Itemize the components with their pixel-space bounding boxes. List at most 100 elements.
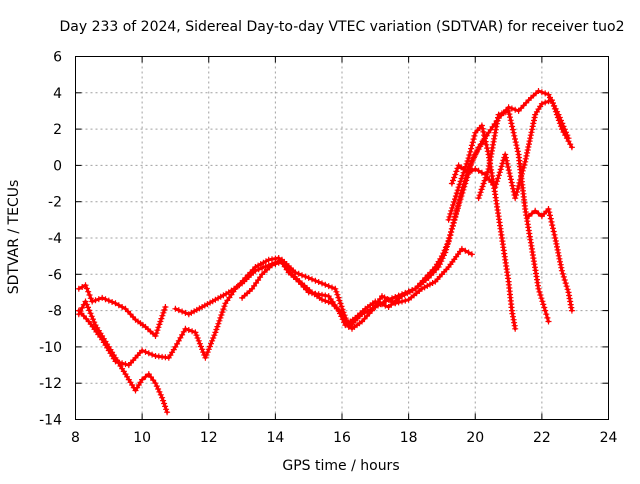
y-tick-label: 4 <box>53 86 62 102</box>
data-point <box>453 208 460 215</box>
data-point <box>568 307 575 314</box>
data-point <box>462 247 469 254</box>
y-tick-label: -4 <box>48 231 62 247</box>
data-point <box>466 152 473 158</box>
data-point <box>566 295 573 302</box>
data-point <box>494 178 501 185</box>
data-point <box>480 180 487 187</box>
data-point <box>392 300 399 307</box>
data-point <box>538 100 545 107</box>
data-point <box>547 215 554 222</box>
data-point <box>468 251 475 258</box>
data-point <box>467 148 474 155</box>
data-point <box>554 114 561 121</box>
data-point <box>540 301 547 308</box>
data-point <box>439 255 446 262</box>
x-tick-label: 10 <box>133 430 151 446</box>
data-point <box>553 111 560 118</box>
data-point <box>559 270 566 277</box>
data-point <box>209 337 216 344</box>
data-point <box>255 266 262 273</box>
data-point <box>472 166 479 172</box>
data-point <box>157 318 164 325</box>
data-point <box>153 383 160 390</box>
data-point <box>463 177 470 184</box>
data-point <box>456 199 463 206</box>
data-point <box>464 174 471 181</box>
data-point <box>210 335 217 341</box>
data-point <box>541 304 548 311</box>
data-point <box>262 263 269 270</box>
data-point <box>465 249 472 256</box>
series-layer <box>75 88 575 416</box>
data-point <box>174 340 181 347</box>
data-point <box>208 340 214 347</box>
data-point <box>452 171 459 178</box>
data-point <box>481 177 488 184</box>
x-tick-label: 12 <box>200 430 218 446</box>
data-point <box>513 142 520 149</box>
data-point <box>505 164 512 170</box>
data-point <box>109 299 116 305</box>
data-point <box>556 120 563 127</box>
data-point <box>472 150 479 157</box>
data-point <box>272 261 279 267</box>
data-point <box>470 155 477 162</box>
data-point <box>196 340 203 347</box>
series-line <box>77 134 487 367</box>
data-point <box>492 184 499 191</box>
data-point <box>512 106 519 113</box>
data-point <box>509 182 516 189</box>
y-tick-labels: -14 -12 -10 -8 -6 -4 -2 0 2 4 6 <box>39 50 62 429</box>
data-point <box>503 157 510 164</box>
data-point <box>405 288 412 295</box>
data-point <box>185 327 192 333</box>
data-point <box>512 195 519 202</box>
data-point <box>457 196 464 203</box>
data-point <box>551 105 558 112</box>
data-point <box>448 225 455 232</box>
series-track-7 <box>525 206 575 314</box>
data-point <box>470 136 477 143</box>
data-point <box>513 192 520 198</box>
data-point <box>312 277 319 284</box>
data-point <box>194 335 201 341</box>
data-point <box>550 102 557 109</box>
series-track-4 <box>172 88 572 330</box>
data-point <box>119 360 126 367</box>
data-point <box>206 343 213 350</box>
y-tick-label: 2 <box>53 122 62 138</box>
data-point <box>83 301 90 308</box>
data-point <box>497 166 504 173</box>
data-point <box>551 231 558 238</box>
data-point <box>530 120 537 127</box>
data-point <box>309 276 315 283</box>
data-point <box>325 283 332 290</box>
data-point <box>205 346 212 353</box>
data-point <box>552 108 559 115</box>
data-point <box>520 164 527 171</box>
data-point <box>557 123 564 130</box>
data-point <box>519 167 526 174</box>
data-point <box>452 214 459 221</box>
data-point <box>450 177 456 184</box>
data-point <box>161 400 168 407</box>
data-point <box>220 306 227 313</box>
data-point <box>179 308 186 315</box>
data-point <box>269 262 275 269</box>
data-point <box>524 149 531 156</box>
data-point <box>552 238 559 244</box>
data-point <box>161 306 168 313</box>
data-point <box>458 193 465 199</box>
data-point <box>507 173 514 180</box>
data-point <box>538 89 545 96</box>
data-point <box>213 326 220 333</box>
x-tick-label: 18 <box>400 430 418 446</box>
data-point <box>211 332 218 339</box>
data-point <box>392 294 399 300</box>
data-point <box>335 294 342 301</box>
data-point <box>458 175 465 182</box>
data-point <box>399 298 405 305</box>
data-point <box>452 196 458 203</box>
